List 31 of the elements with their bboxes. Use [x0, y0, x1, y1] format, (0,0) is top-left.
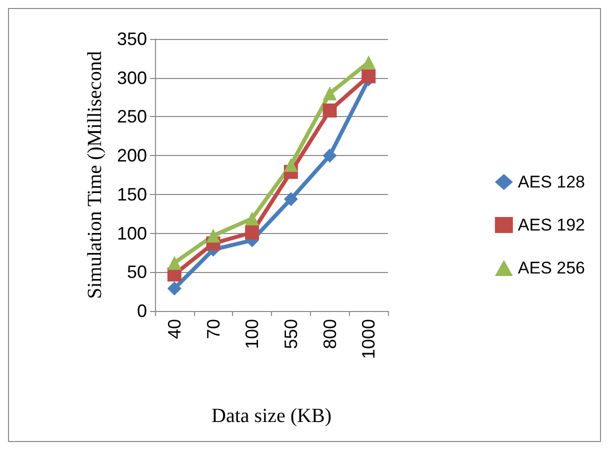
- y-tick-label: 50: [126, 262, 147, 282]
- point: [167, 256, 182, 270]
- y-tick-label: 150: [116, 184, 147, 204]
- point: [284, 192, 298, 206]
- y-tick-label: 300: [116, 68, 147, 88]
- point: [284, 158, 298, 172]
- x-tick-label: 550: [280, 319, 301, 350]
- point: [322, 86, 337, 100]
- point: [322, 103, 337, 118]
- x-tick-label: 100: [242, 319, 262, 350]
- y-tick-label: 250: [116, 106, 147, 127]
- point: [362, 69, 376, 84]
- point: [362, 55, 376, 70]
- point: [245, 226, 260, 240]
- y-tick-label: 350: [116, 29, 147, 49]
- y-tick-label: 200: [116, 146, 147, 166]
- y-tick-label: 100: [116, 223, 147, 244]
- y-tick-label: 0: [136, 301, 147, 321]
- x-tick-label: 40: [164, 319, 184, 340]
- point: [167, 281, 182, 296]
- legend-label: AES 128: [518, 172, 586, 192]
- x-tick-label: 1000: [358, 319, 379, 360]
- legend-label: AES 192: [518, 216, 586, 234]
- x-tick-label: 70: [203, 319, 224, 340]
- x-axis-title: Data size (KB): [212, 405, 332, 427]
- point: [322, 148, 337, 163]
- legend-label: AES 256: [518, 258, 586, 278]
- y-axis-title: Simulation Time ()Millisecond: [84, 51, 106, 299]
- x-tick-label: 800: [320, 319, 340, 350]
- point: [206, 228, 220, 243]
- point: [245, 212, 260, 226]
